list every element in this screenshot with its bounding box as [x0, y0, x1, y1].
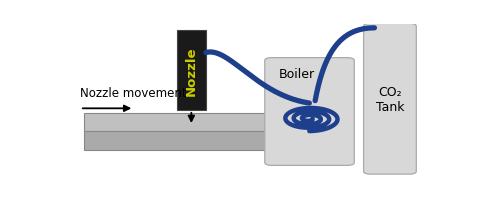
- Text: CO₂
Tank: CO₂ Tank: [376, 85, 404, 113]
- Bar: [84, 132, 278, 150]
- Bar: [84, 114, 278, 132]
- Text: Nozzle: Nozzle: [185, 46, 198, 95]
- FancyBboxPatch shape: [364, 24, 416, 174]
- Text: Boiler: Boiler: [278, 68, 315, 81]
- Text: Nozzle movement: Nozzle movement: [80, 86, 186, 99]
- FancyBboxPatch shape: [265, 58, 354, 166]
- Bar: [177, 31, 206, 110]
